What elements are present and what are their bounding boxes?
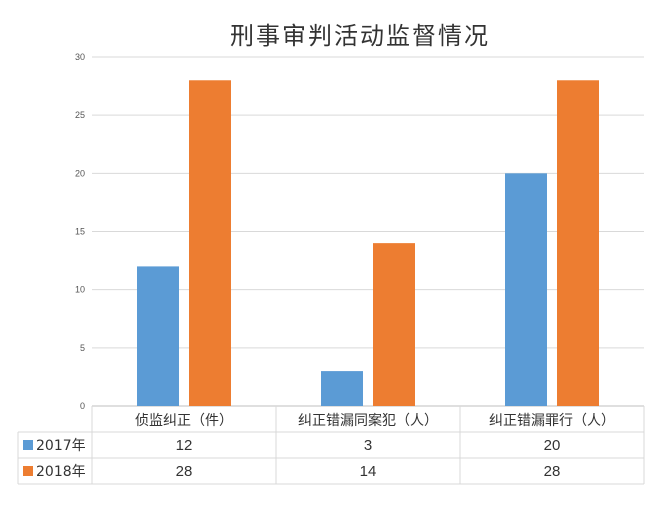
bar-series1 [505, 173, 547, 406]
category-label: 纠正错漏罪行（人） [489, 413, 615, 429]
category-label: 侦监纠正（件） [135, 413, 233, 429]
bar-series2 [373, 243, 415, 406]
y-tick-label: 15 [75, 227, 85, 237]
y-tick-label: 5 [80, 343, 85, 353]
bar-series2 [557, 80, 599, 407]
y-tick-label: 20 [75, 168, 85, 178]
table-cell-value: 14 [360, 463, 377, 480]
category-label: 纠正错漏同案犯（人） [298, 412, 438, 429]
bar-series1 [137, 266, 179, 406]
legend-label: 2018年 [36, 464, 86, 480]
bar-series2 [189, 80, 231, 407]
y-tick-label: 10 [75, 285, 85, 295]
bars [137, 80, 599, 407]
data-table: 侦监纠正（件） 纠正错漏同案犯（人） 纠正错漏罪行（人） 2017年 12 3 20 2018… [17, 406, 645, 485]
y-axis: 0 5 10 15 20 25 30 [75, 52, 85, 411]
legend-label: 2017年 [36, 438, 86, 454]
y-tick-label: 0 [80, 401, 85, 411]
gridlines [92, 56, 644, 407]
table-cell-value: 12 [176, 437, 193, 454]
y-tick-label: 30 [75, 52, 85, 62]
legend-swatch [23, 466, 33, 476]
table-cell-value: 28 [176, 463, 193, 480]
table-cell-value: 28 [544, 463, 561, 480]
bar-series1 [321, 371, 363, 406]
table-cell-value: 3 [364, 437, 372, 454]
legend-swatch [23, 440, 33, 450]
table-cell-value: 20 [544, 437, 561, 454]
y-tick-label: 25 [75, 110, 85, 120]
chart-title: 刑事审判活动监督情况 [230, 22, 490, 50]
